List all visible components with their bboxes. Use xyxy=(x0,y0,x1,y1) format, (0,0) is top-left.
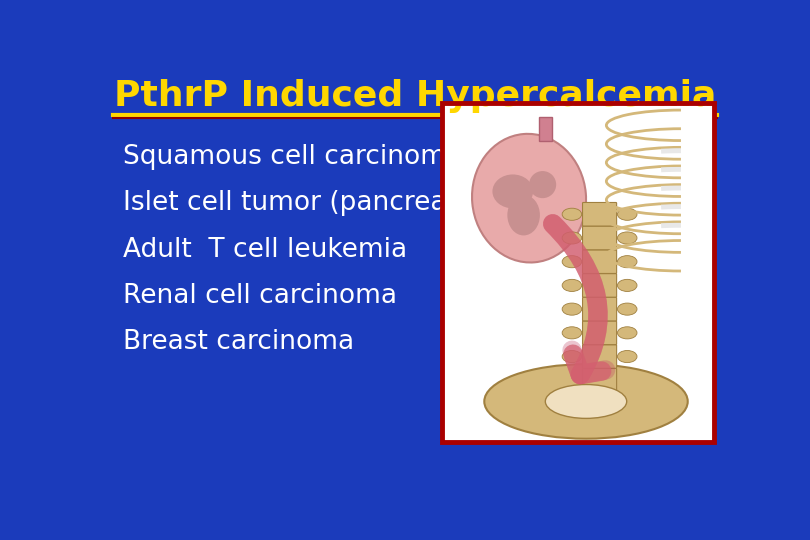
Text: Adult  T cell leukemia: Adult T cell leukemia xyxy=(123,237,407,262)
Text: PthrP Induced Hypercalcemia: PthrP Induced Hypercalcemia xyxy=(114,79,716,113)
FancyBboxPatch shape xyxy=(582,250,616,273)
Bar xyxy=(442,103,714,442)
Ellipse shape xyxy=(507,195,540,235)
Ellipse shape xyxy=(562,232,582,244)
FancyBboxPatch shape xyxy=(582,226,616,250)
Ellipse shape xyxy=(617,327,637,339)
Ellipse shape xyxy=(545,384,627,418)
Ellipse shape xyxy=(617,208,637,220)
Ellipse shape xyxy=(617,350,637,362)
Ellipse shape xyxy=(492,174,533,208)
Ellipse shape xyxy=(617,279,637,292)
Ellipse shape xyxy=(562,255,582,268)
Ellipse shape xyxy=(617,255,637,268)
Ellipse shape xyxy=(562,350,582,362)
FancyArrowPatch shape xyxy=(552,224,602,375)
Bar xyxy=(539,117,552,140)
FancyBboxPatch shape xyxy=(582,368,616,392)
Ellipse shape xyxy=(562,208,582,220)
Text: PTHrP: PTHrP xyxy=(487,274,517,325)
Ellipse shape xyxy=(562,374,582,386)
Ellipse shape xyxy=(617,303,637,315)
Text: Breast carcinoma: Breast carcinoma xyxy=(123,329,354,355)
Ellipse shape xyxy=(484,364,688,438)
Ellipse shape xyxy=(562,327,582,339)
Ellipse shape xyxy=(617,232,637,244)
Ellipse shape xyxy=(472,134,586,262)
FancyBboxPatch shape xyxy=(582,274,616,297)
FancyBboxPatch shape xyxy=(582,298,616,321)
FancyBboxPatch shape xyxy=(582,202,616,226)
Text: Squamous cell carcinoma: Squamous cell carcinoma xyxy=(123,144,462,170)
FancyBboxPatch shape xyxy=(582,321,616,345)
Ellipse shape xyxy=(529,171,556,198)
Ellipse shape xyxy=(562,303,582,315)
FancyBboxPatch shape xyxy=(582,345,616,368)
Ellipse shape xyxy=(562,279,582,292)
Ellipse shape xyxy=(617,374,637,386)
Bar xyxy=(442,103,714,442)
Text: Islet cell tumor (pancreas): Islet cell tumor (pancreas) xyxy=(123,191,471,217)
Text: Renal cell carcinoma: Renal cell carcinoma xyxy=(123,283,397,309)
FancyArrowPatch shape xyxy=(552,224,606,374)
